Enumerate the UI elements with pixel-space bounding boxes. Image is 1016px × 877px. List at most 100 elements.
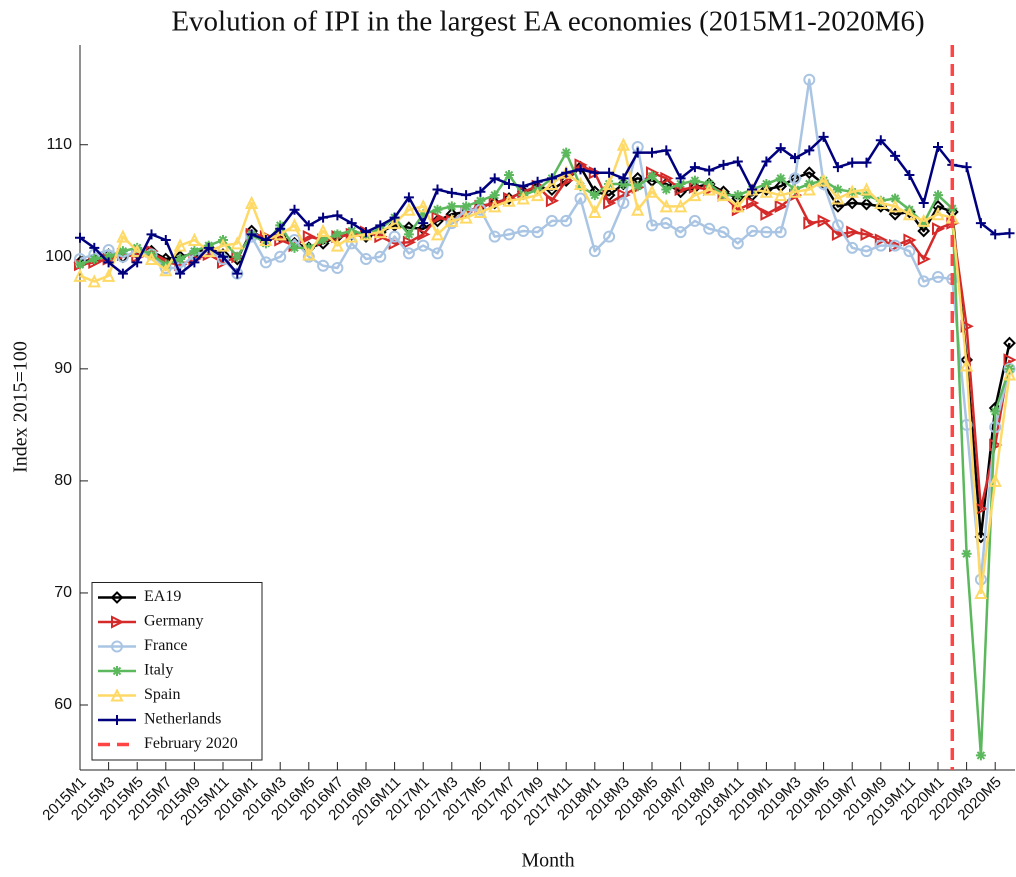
- data-point: [302, 229, 317, 244]
- data-point: [647, 147, 657, 158]
- data-point: [502, 193, 516, 207]
- data-point: [530, 187, 545, 202]
- data-point: [890, 150, 901, 161]
- data-point: [703, 222, 716, 235]
- y-tick-label: 100: [45, 248, 72, 265]
- data-point: [387, 215, 402, 230]
- data-point: [289, 204, 300, 215]
- data-point: [831, 191, 845, 205]
- y-tick-label: 60: [54, 696, 72, 713]
- data-point: [803, 216, 817, 230]
- data-point: [618, 173, 629, 184]
- data-point: [889, 239, 902, 252]
- legend-marker: [110, 688, 124, 702]
- legend-marker: [112, 715, 122, 725]
- data-point: [860, 245, 873, 258]
- data-point: [847, 157, 858, 168]
- legend-marker: [110, 591, 124, 604]
- data-point: [1002, 367, 1016, 381]
- data-point: [804, 145, 815, 156]
- data-point: [975, 750, 986, 761]
- data-point: [446, 201, 457, 212]
- data-point: [588, 204, 602, 218]
- data-point: [746, 196, 760, 210]
- data-point: [360, 253, 373, 265]
- data-point: [374, 250, 387, 263]
- data-point: [759, 183, 773, 196]
- legend-label: Italy: [144, 662, 173, 679]
- data-point: [673, 199, 688, 213]
- data-point: [546, 173, 557, 184]
- data-point: [875, 135, 886, 146]
- data-point: [375, 220, 386, 231]
- legend-label: Spain: [144, 686, 180, 703]
- data-point: [645, 184, 659, 198]
- data-point: [932, 222, 946, 236]
- data-point: [146, 229, 157, 240]
- data-point: [388, 230, 401, 243]
- data-point: [917, 275, 930, 288]
- data-point: [332, 229, 343, 240]
- data-point: [317, 259, 330, 272]
- data-point: [402, 202, 416, 216]
- data-point: [788, 184, 802, 198]
- data-point: [1003, 336, 1016, 350]
- series-line: [79, 143, 1011, 595]
- data-point: [516, 191, 530, 205]
- data-point: [802, 182, 816, 196]
- data-point: [488, 230, 501, 243]
- data-point: [903, 233, 917, 247]
- data-point: [332, 210, 343, 221]
- data-point: [774, 199, 788, 213]
- data-point: [747, 184, 758, 195]
- data-point: [1003, 353, 1016, 367]
- data-point: [803, 73, 816, 86]
- data-point: [989, 421, 1002, 434]
- legend-label: Netherlands: [144, 711, 221, 728]
- data-point: [632, 147, 643, 158]
- data-point: [432, 204, 443, 215]
- data-point: [275, 223, 286, 234]
- data-point: [688, 187, 702, 202]
- data-point: [446, 187, 457, 198]
- data-point: [273, 227, 287, 241]
- data-point: [289, 242, 300, 253]
- data-point: [861, 157, 872, 168]
- data-point: [246, 229, 257, 240]
- data-point: [661, 184, 672, 195]
- data-point: [545, 194, 560, 208]
- data-point: [117, 246, 128, 257]
- data-point: [418, 209, 429, 220]
- data-point: [990, 229, 1001, 240]
- data-point: [759, 184, 774, 198]
- data-point: [302, 250, 315, 263]
- data-point: [659, 199, 673, 213]
- data-point: [831, 219, 844, 232]
- data-point: [545, 176, 559, 190]
- data-point: [318, 212, 329, 223]
- data-point: [244, 195, 259, 209]
- legend-marker: [111, 615, 125, 629]
- data-point: [933, 190, 943, 201]
- data-point: [732, 156, 743, 167]
- data-point: [144, 251, 159, 266]
- data-point: [902, 206, 917, 221]
- data-point: [432, 184, 443, 195]
- data-point: [888, 199, 902, 213]
- series-line: [79, 165, 1011, 539]
- data-point: [846, 241, 859, 254]
- data-point: [860, 197, 873, 211]
- data-point: [731, 237, 744, 250]
- data-point: [989, 438, 1003, 452]
- data-point: [75, 232, 85, 243]
- data-point: [831, 199, 845, 213]
- data-point: [647, 171, 657, 182]
- data-point: [417, 227, 431, 241]
- data-point: [917, 213, 931, 227]
- data-point: [802, 166, 816, 180]
- data-point: [760, 207, 774, 221]
- data-point: [589, 190, 600, 201]
- data-point: [616, 137, 631, 151]
- data-point: [974, 573, 987, 586]
- data-point: [575, 164, 586, 175]
